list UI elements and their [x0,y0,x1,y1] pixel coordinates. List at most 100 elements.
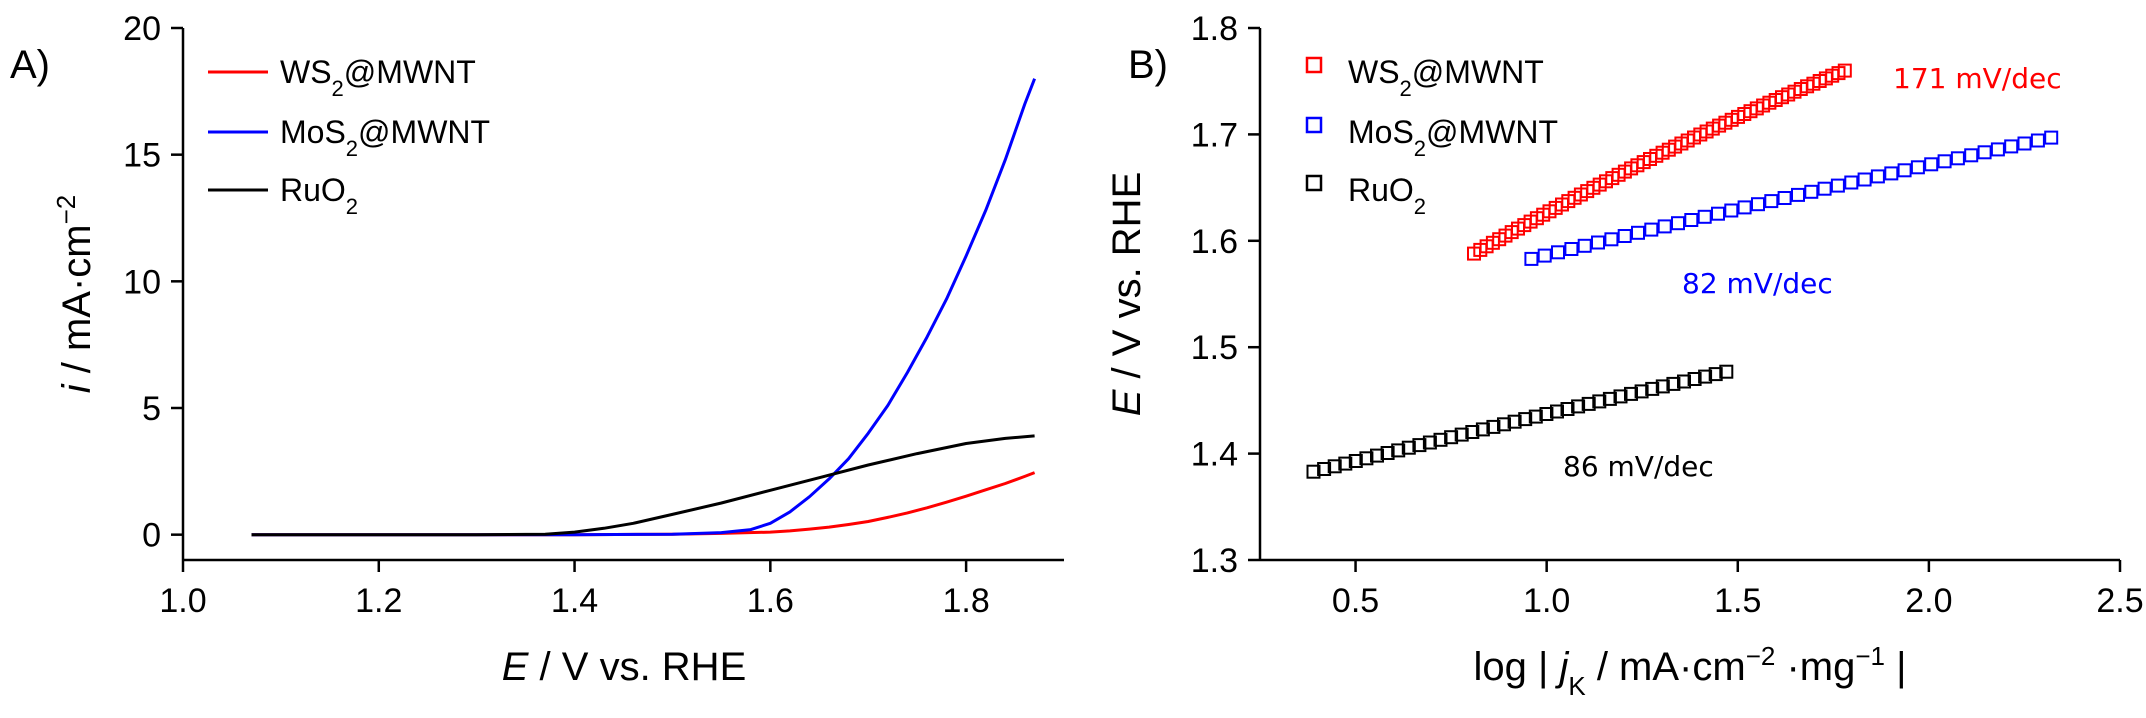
data-point [1550,404,1564,419]
legend-b-mos2-base: MoS [1348,114,1414,150]
panel-b-label: B) [1128,43,1168,87]
panel-b-x-ticks: 0.5 1.0 1.5 2.0 2.5 [1332,560,2144,620]
data-point [1671,216,1685,231]
data-point [1370,448,1384,463]
panel-b-x-title-tail: | [1885,645,1907,689]
panel-a-y-tick-label: 20 [123,10,161,48]
data-point [1391,443,1406,458]
data-point [1870,169,1885,184]
panel-a-x-title-rest: / V vs. RHE [528,645,746,689]
data-point [1348,454,1363,468]
panel-a-x-tick-label: 1.8 [942,582,989,620]
panel-a-y-ticks: 0 5 10 15 20 [123,10,183,555]
panel-b-x-tick-label: 1.0 [1523,582,1570,620]
data-point [1613,389,1628,404]
data-point [1937,154,1952,169]
data-point [1724,203,1739,218]
legend-b-ws2-tail: @MWNT [1412,54,1544,90]
series-ruo2 [1306,364,1734,479]
legend-b-ws2-sub: 2 [1400,76,1412,101]
data-point [1631,225,1645,240]
legend-a-label-mos2: MoS2@MWNT [280,114,490,161]
legend-b-ws2-base: WS [1348,54,1400,90]
legend-a-label-ws2: WS2@MWNT [280,54,476,101]
data-point [1571,399,1586,414]
legend-b-label-mos2: MoS2@MWNT [1348,114,1558,161]
panel-b-x-tick-label: 2.5 [2096,582,2143,620]
data-point [1497,417,1511,432]
data-point [1924,157,1939,172]
data-point [1560,402,1575,416]
panel-b-y-tick-label: 1.5 [1191,329,1238,367]
data-point [1737,200,1752,215]
tafel-label-mos2: 82 mV/dec [1682,267,1833,300]
panel-b-y-title-italic: E [1105,388,1149,416]
data-point [1666,376,1681,391]
data-point [1380,446,1395,460]
data-point [1844,175,1859,190]
data-point [1422,435,1437,450]
panel-a: A) 1.0 1.2 1.4 1.6 1.8 0 5 10 15 20 E / V vs. RH… [10,10,1064,689]
panel-a-y-tick-label: 5 [142,390,161,428]
legend-a-label-ruo2: RuO2 [280,172,358,219]
data-point [1837,63,1852,78]
data-point [1591,235,1605,250]
panel-a-x-title: E / V vs. RHE [502,645,747,689]
panel-b-y-tick-label: 1.6 [1191,223,1238,261]
data-point [1677,374,1691,389]
panel-a-series [251,78,1036,537]
panel-b-legend: WS2@MWNT MoS2@MWNT RuO2 [1305,54,1558,219]
data-point [1528,409,1543,424]
data-point [1884,166,1899,181]
data-point [1684,213,1699,227]
legend-b-swatch-mos2 [1305,116,1323,134]
data-point [2030,133,2045,148]
data-point [1977,145,1992,160]
data-point [1655,379,1670,394]
data-point [1990,142,2005,157]
panel-a-x-tick-label: 1.4 [551,582,598,620]
data-point [1644,222,1659,237]
data-point [1950,151,1965,166]
data-point [1804,184,1819,199]
panel-a-label: A) [10,43,50,87]
data-point [1817,181,1832,196]
data-point [1830,178,1845,193]
legend-a-mos2-sub: 2 [346,136,358,161]
panel-b-x-title-start: log | [1473,645,1559,689]
panel-a-y-tick-label: 15 [123,137,161,175]
legend-b-label-ruo2: RuO2 [1348,172,1426,219]
panel-b-y-tick-label: 1.3 [1191,542,1238,580]
panel-b-x-title-sup2: −1 [1855,641,1885,671]
series-line-ruo2 [251,434,1035,537]
data-point [1764,194,1779,209]
legend-b-ruo2-sub: 2 [1414,194,1426,219]
data-point [1338,456,1353,471]
data-point [1708,367,1723,382]
data-point [2044,130,2059,145]
panel-b-x-title-sup1: −2 [1746,641,1776,671]
legend-b-mos2-tail: @MWNT [1426,114,1558,150]
data-point [1507,414,1522,429]
data-point [1475,422,1490,437]
data-point [1524,251,1539,266]
data-point [1751,197,1765,212]
panel-b-x-title-mid: / mA·cm [1586,645,1746,689]
data-point [1617,229,1632,243]
legend-b-swatch-ruo2 [1305,174,1323,192]
data-point [1551,245,1565,260]
panel-b-x-tick-label: 1.5 [1714,582,1761,620]
legend-b-label-ws2: WS2@MWNT [1348,54,1544,101]
tafel-label-ws2: 171 mV/dec [1893,62,2062,95]
panel-b-y-tick-label: 1.7 [1191,116,1238,154]
data-point [1687,372,1702,386]
data-point [1897,163,1912,178]
panel-a-y-tick-label: 0 [142,517,161,555]
legend-b-swatch-ws2 [1305,56,1323,74]
data-point [1539,407,1554,421]
series-line-mos2 [251,78,1036,537]
panel-b-y-title-rest: / V vs. RHE [1105,172,1149,390]
data-point [1412,438,1427,453]
panel-a-x-tick-label: 1.0 [159,582,206,620]
